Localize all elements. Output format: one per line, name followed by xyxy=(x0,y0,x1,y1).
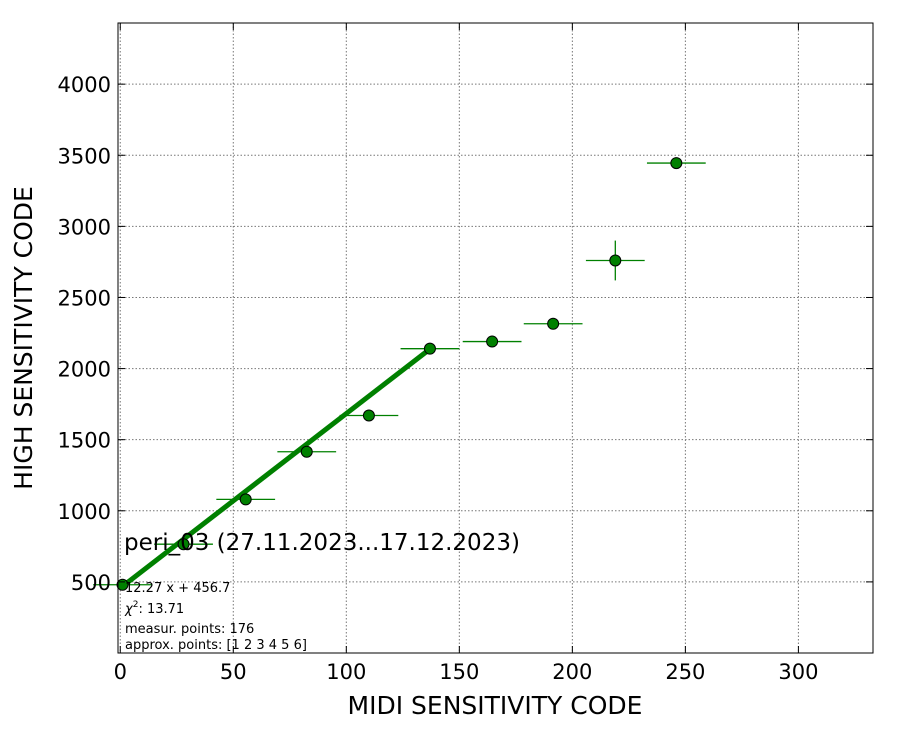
grid xyxy=(118,23,873,653)
annotation-title: peri_03 (27.11.2023...17.12.2023) xyxy=(124,530,520,556)
y-axis-label: HIGH SENSITIVITY CODE xyxy=(9,186,38,490)
data-point xyxy=(486,335,499,348)
data-point xyxy=(423,342,436,355)
axis-ticks: 0 50 100 150 200 250 300 500 1000 1500 2000 2500 300… xyxy=(58,23,873,684)
y-tick-label: 4000 xyxy=(58,73,111,97)
data-point xyxy=(670,157,683,170)
x-tick-label: 0 xyxy=(114,660,127,684)
x-tick-label: 50 xyxy=(220,660,247,684)
approx-points-label: approx. points: [1 2 3 4 5 6] xyxy=(125,638,307,653)
y-tick-label: 3500 xyxy=(58,144,111,168)
x-tick-label: 250 xyxy=(665,660,705,684)
y-tick-label: 2500 xyxy=(58,286,111,310)
x-tick-label: 300 xyxy=(778,660,818,684)
x-tick-label: 100 xyxy=(326,660,366,684)
data-point xyxy=(609,254,622,267)
data-point xyxy=(239,493,252,506)
data-point xyxy=(362,409,375,422)
chi2-label: χ2: 13.71 xyxy=(124,600,184,617)
fit-equation: 12.27 x + 456.7 xyxy=(125,581,230,596)
data-point xyxy=(300,445,313,458)
chi2-value: : 13.71 xyxy=(138,602,184,617)
measur-points-label: measur. points: 176 xyxy=(125,622,254,637)
y-tick-label: 2000 xyxy=(58,358,111,382)
x-axis-label: MIDI SENSITIVITY CODE xyxy=(348,691,643,720)
y-tick-label: 1500 xyxy=(58,429,111,453)
x-tick-label: 150 xyxy=(439,660,479,684)
fit-line xyxy=(118,347,432,591)
y-tick-label: 3000 xyxy=(58,215,111,239)
y-tick-label: 1000 xyxy=(58,500,111,524)
x-tick-label: 200 xyxy=(552,660,592,684)
y-tick-label: 500 xyxy=(71,571,111,595)
data-point xyxy=(547,317,560,330)
data-points xyxy=(116,157,683,591)
plot-frame xyxy=(117,22,874,654)
data-point xyxy=(177,538,190,551)
